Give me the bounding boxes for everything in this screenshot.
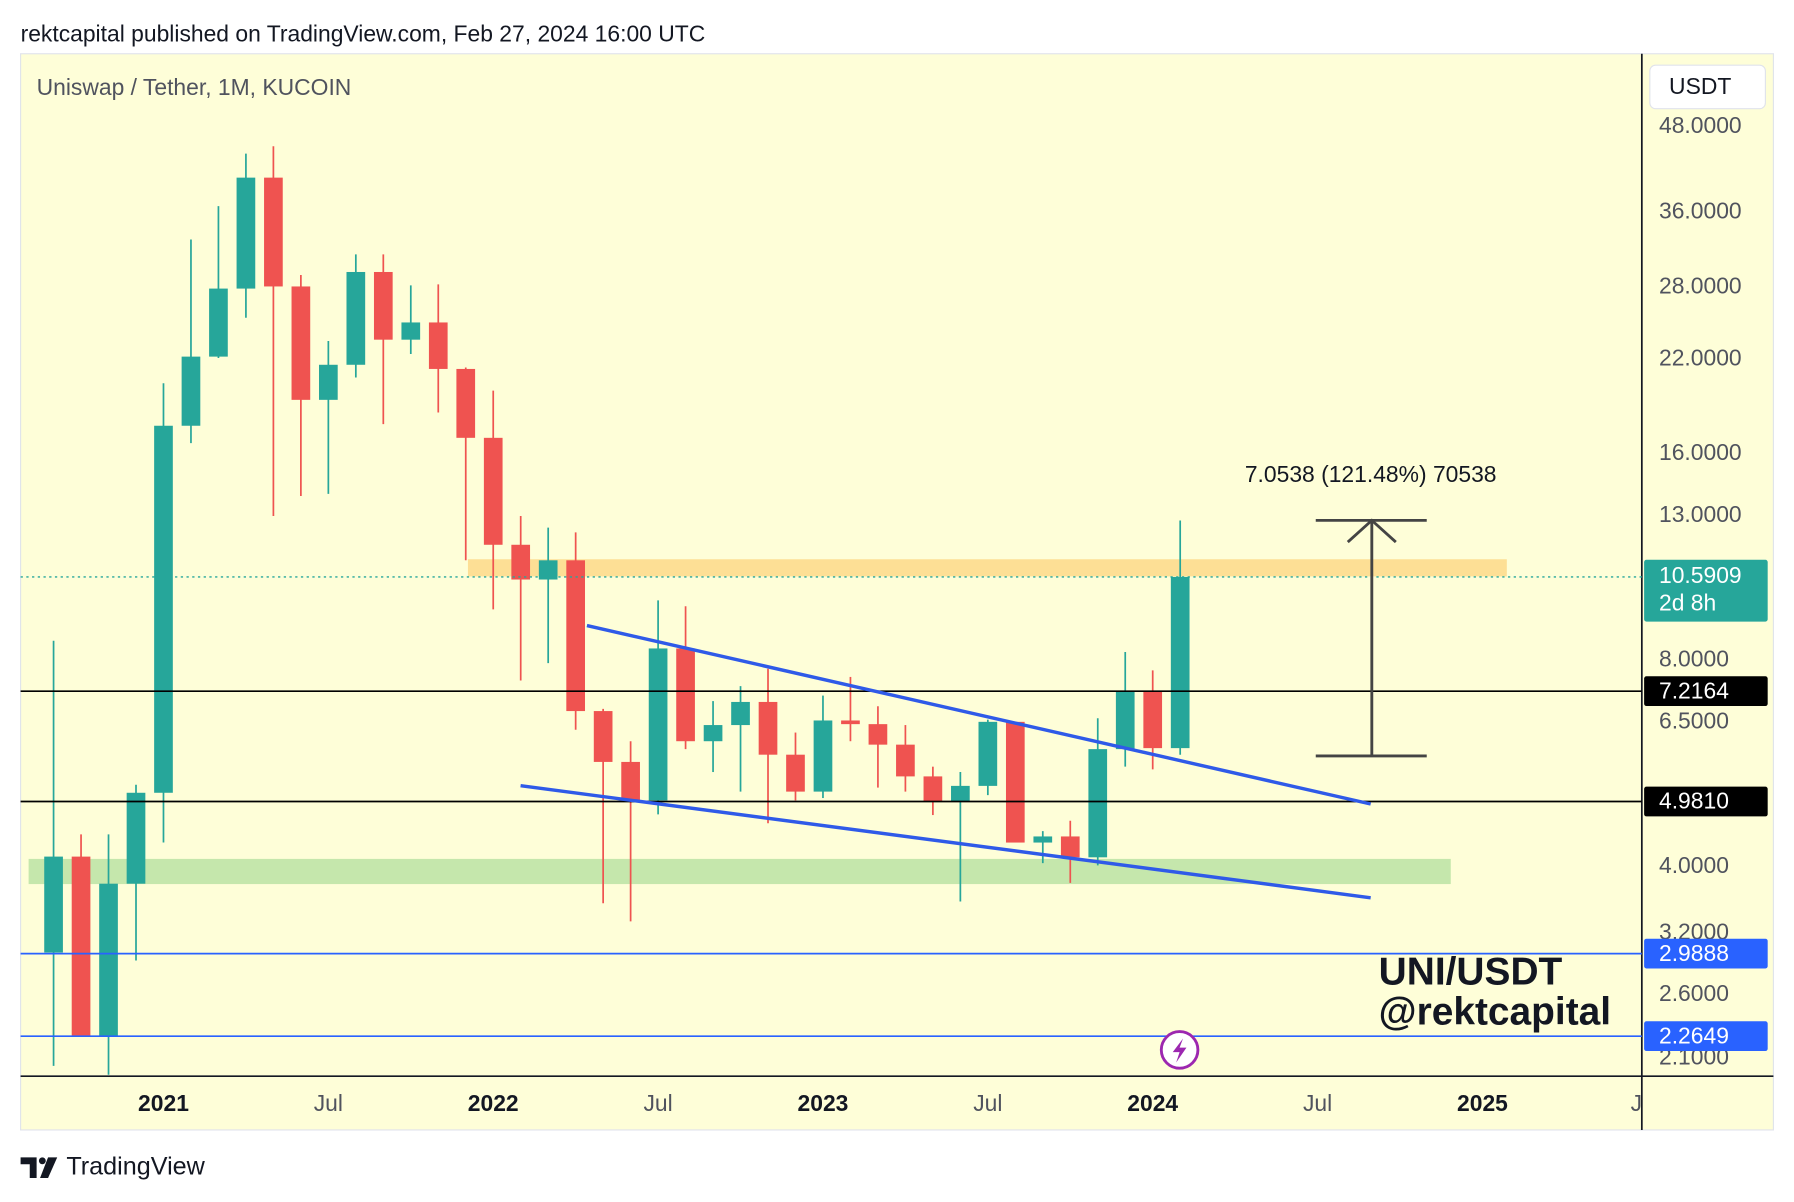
candle-body: [483, 437, 503, 545]
resistance-zone: [467, 559, 1507, 577]
price-label: 4.9810: [1659, 788, 1729, 814]
candle-body: [428, 322, 448, 369]
candle-body: [621, 761, 640, 801]
y-tick-label: 48.0000: [1659, 112, 1742, 138]
candle-body: [456, 368, 476, 438]
candle-body: [401, 322, 421, 340]
candle-body: [731, 701, 750, 726]
price-label-box: [1644, 786, 1768, 817]
x-tick-label: 2022: [468, 1090, 519, 1116]
candle-body: [841, 720, 860, 725]
candle-body: [566, 560, 586, 712]
candle-body: [236, 177, 256, 289]
y-tick-label: 4.0000: [1659, 852, 1729, 878]
price-label-box: [1644, 938, 1768, 969]
price-label: 2.2649: [1659, 1022, 1729, 1048]
countdown-label: 2d 8h: [1659, 589, 1716, 615]
candle-body: [126, 792, 146, 884]
candle-body: [868, 724, 888, 745]
candle-body: [896, 744, 915, 777]
chart-panel: [20, 53, 1774, 1131]
price-label-box: [1644, 676, 1768, 707]
candle-body: [951, 785, 970, 802]
candle-body: [1170, 576, 1190, 749]
price-label: 7.2164: [1659, 677, 1729, 703]
candle-body: [1060, 836, 1080, 858]
currency-button[interactable]: [1649, 64, 1766, 110]
candle-body: [813, 720, 833, 792]
candle-body: [978, 721, 998, 786]
measure-arrow: [1315, 518, 1427, 758]
trendline-upper: [586, 623, 1372, 806]
y-tick-label: 22.0000: [1659, 344, 1742, 370]
x-tick-label: 2024: [1127, 1090, 1178, 1116]
currency-label[interactable]: USDT: [1669, 73, 1731, 99]
y-tick-label: 28.0000: [1659, 273, 1742, 299]
candle-body: [1115, 691, 1135, 750]
measure-label: 7.0538 (121.48%) 70538: [1245, 461, 1497, 487]
candle-body: [648, 648, 668, 801]
candle-body: [1088, 749, 1108, 858]
y-tick-label: 16.0000: [1659, 439, 1742, 465]
candle-body: [71, 856, 91, 1037]
price-label-box: [1644, 1021, 1768, 1052]
candle-body: [593, 711, 613, 762]
candle-body: [373, 271, 393, 340]
candle-body: [1143, 691, 1163, 749]
x-tick-label: J: [1631, 1090, 1642, 1116]
watermark-line: @rektcapital: [1379, 991, 1611, 1034]
candle-body: [703, 725, 723, 742]
candle-body: [786, 754, 805, 792]
price-label: 2.9888: [1659, 940, 1729, 966]
y-tick-label: 2.6000: [1659, 980, 1729, 1006]
candle-body: [154, 425, 173, 793]
x-tick-label: Jul: [1303, 1090, 1332, 1116]
candle-body: [319, 364, 338, 400]
y-tick-label: 8.0000: [1659, 646, 1729, 672]
last-price-box: [1644, 559, 1768, 622]
footer-brand: TradingView: [66, 1152, 205, 1180]
x-tick-label: 2023: [798, 1090, 849, 1116]
candle-body: [758, 701, 778, 755]
chart-title: rektcapital published on TradingView.com…: [21, 21, 706, 47]
x-tick-label: Jul: [973, 1090, 1002, 1116]
candle-body: [1005, 721, 1025, 843]
candle-body: [923, 776, 943, 802]
watermark-line: UNI/USDT: [1379, 951, 1563, 994]
y-tick-label: 6.5000: [1659, 707, 1729, 733]
candle-body: [264, 177, 283, 287]
last-price-label: 10.5909: [1659, 562, 1742, 588]
candle-body: [291, 286, 311, 400]
candle-body: [99, 883, 118, 1037]
y-tick-label: 36.0000: [1659, 198, 1742, 224]
candle-body: [538, 560, 558, 580]
candle-body: [511, 544, 531, 580]
event-icon-bolt: [1172, 1038, 1187, 1063]
candle-body: [1033, 836, 1053, 843]
x-tick-label: 2021: [138, 1090, 189, 1116]
candle-body: [346, 271, 366, 365]
support-zone: [28, 858, 1451, 885]
candle-body: [676, 648, 695, 742]
symbol-label: Uniswap / Tether, 1M, KUCOIN: [37, 74, 352, 100]
candle-body: [181, 356, 201, 426]
x-tick-label: 2025: [1457, 1090, 1508, 1116]
candle-body: [209, 288, 228, 357]
candle-body: [44, 856, 63, 953]
footer-logo: [20, 1157, 58, 1178]
x-tick-label: Jul: [314, 1090, 343, 1116]
x-tick-label: Jul: [643, 1090, 672, 1116]
y-tick-label: 13.0000: [1659, 501, 1742, 527]
trendline-lower: [520, 784, 1371, 900]
